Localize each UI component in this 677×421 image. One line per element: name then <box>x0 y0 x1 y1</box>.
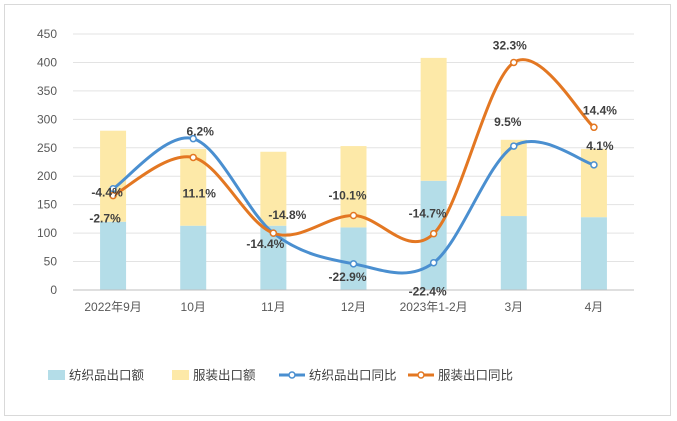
x-tick-label: 2022年9月 <box>84 300 141 314</box>
x-tick-label: 10月 <box>181 300 206 314</box>
y-tick-label: 200 <box>37 169 57 183</box>
y-tick-label: 350 <box>37 84 57 98</box>
x-tick-label: 3月 <box>504 300 523 314</box>
line-marker <box>189 134 197 143</box>
bar-textile <box>100 221 127 290</box>
data-label: 14.4% <box>583 103 617 117</box>
line-marker <box>269 229 278 237</box>
data-label: -2.7% <box>89 212 121 226</box>
bar-apparel <box>100 130 127 222</box>
legend-marker <box>288 371 296 379</box>
data-label: 32.3% <box>493 38 527 52</box>
x-tick-label: 12月 <box>341 300 366 314</box>
data-label: -4.4% <box>91 186 123 200</box>
y-tick-label: 400 <box>37 55 57 69</box>
data-labels: -4.4% 6.2% -14.4% -22.9% -22.4% 9.5% 4.1% -2.7%… <box>89 38 617 298</box>
data-label: -22.4% <box>409 285 447 299</box>
line-marker <box>429 229 438 238</box>
line-marker <box>109 184 117 193</box>
legend-label: 服装出口额 <box>193 369 256 383</box>
data-label: -14.7% <box>409 207 447 221</box>
data-label: 11.1% <box>183 186 217 200</box>
y-tick-label: 450 <box>37 27 57 41</box>
y-tick-label: 150 <box>37 198 57 212</box>
bar-textile <box>340 227 367 290</box>
legend-swatch <box>48 370 65 380</box>
bar-apparel <box>580 148 607 218</box>
data-label: -10.1% <box>328 188 366 202</box>
data-label: -14.8% <box>268 208 306 222</box>
legend-label: 纺织品出口同比 <box>309 369 397 383</box>
line-marker <box>510 58 518 67</box>
bar-apparel <box>500 139 527 217</box>
line-marker <box>109 191 117 200</box>
axes: 0 50 100 150 200 250 300 350 400 450 2022年9月 10月 11月… <box>37 27 634 314</box>
legend: 纺织品出口额 服装出口额 纺织品出口同比 服装出口同比 <box>48 369 513 383</box>
bar-textile <box>180 225 207 290</box>
line-marker <box>349 260 358 268</box>
x-tick-label: 2023年1-2月 <box>400 300 468 314</box>
bar-series <box>100 57 607 290</box>
legend-marker <box>417 371 425 379</box>
x-tick-label: 4月 <box>585 300 604 314</box>
line-marker <box>429 258 438 267</box>
bar-textile <box>580 217 607 290</box>
bar-apparel <box>420 57 447 181</box>
line-marker <box>590 123 598 132</box>
gridlines <box>73 33 634 263</box>
line-marker <box>349 211 358 220</box>
bar-apparel <box>260 151 287 226</box>
data-label: 6.2% <box>187 125 215 139</box>
line-marker <box>189 153 197 162</box>
y-tick-label: 100 <box>37 226 57 240</box>
legend-swatch <box>172 370 189 380</box>
legend-label: 纺织品出口额 <box>69 369 145 383</box>
y-tick-label: 250 <box>37 141 57 155</box>
data-label: -22.9% <box>328 270 366 284</box>
data-label: 4.1% <box>586 139 614 153</box>
line-series <box>109 58 598 275</box>
y-tick-label: 0 <box>50 283 57 297</box>
line-marker <box>510 142 518 150</box>
legend-label: 服装出口同比 <box>438 369 513 383</box>
data-label: -14.4% <box>246 237 284 251</box>
data-label: 9.5% <box>494 115 522 129</box>
y-tick-label: 300 <box>37 112 57 126</box>
line-marker <box>590 161 598 169</box>
y-tick-label: 50 <box>44 255 58 269</box>
bar-textile <box>500 216 527 290</box>
x-tick-label: 11月 <box>261 300 285 314</box>
